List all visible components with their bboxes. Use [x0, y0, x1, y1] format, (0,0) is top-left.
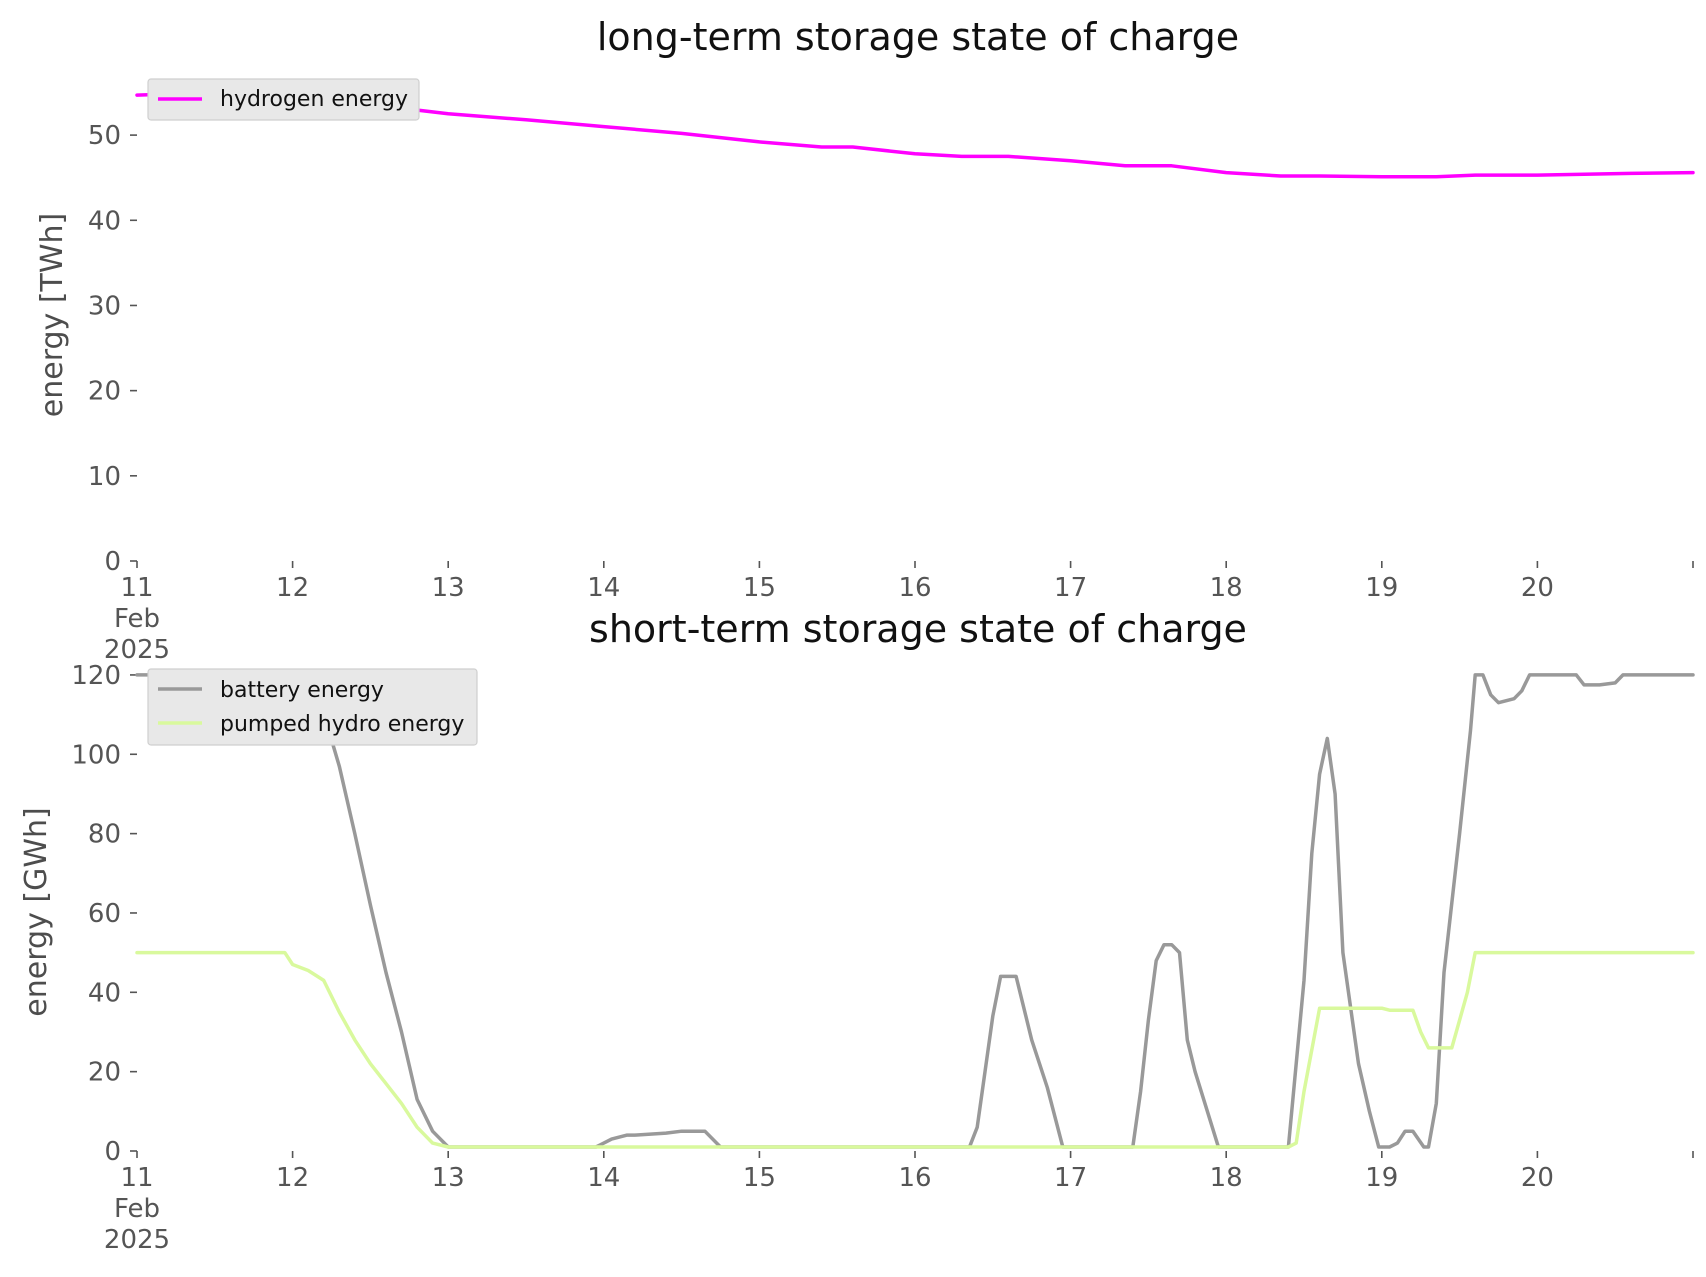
series-layer [135, 673, 1695, 1149]
y-axis-ticks: 0 20 40 60 80 100 120 [71, 661, 137, 1167]
y-tick-label: 20 [88, 377, 121, 407]
legend-label-pumped-hydro: pumped hydro energy [220, 712, 464, 737]
legend: hydrogen energy [147, 78, 420, 121]
x-tick-label: 12 [276, 573, 309, 603]
x-tick-label: 16 [898, 573, 931, 603]
x-tick-label: 17 [1054, 1163, 1087, 1193]
x-tick-sublabel: 2025 [104, 1225, 170, 1255]
x-tick-label: 11 [120, 1163, 153, 1193]
x-tick-label: 11 [120, 573, 153, 603]
x-tick-sublabel: Feb [114, 604, 160, 634]
legend-label-battery: battery energy [220, 678, 384, 703]
y-tick-label: 100 [71, 740, 121, 770]
y-tick-label: 50 [88, 121, 121, 151]
y-tick-label: 0 [104, 547, 121, 577]
legend-label-hydrogen: hydrogen energy [220, 87, 408, 112]
legend-box [147, 668, 478, 746]
x-tick-label: 18 [1210, 573, 1243, 603]
x-tick-label: 19 [1365, 573, 1398, 603]
y-axis-label: energy [GWh] [19, 807, 54, 1016]
y-axis-label: energy [TWh] [35, 213, 70, 417]
y-axis-ticks: 0 10 20 30 40 50 [88, 121, 137, 577]
chart-title: short-term storage state of charge [589, 607, 1247, 651]
y-tick-label: 80 [88, 820, 121, 850]
x-tick-label: 15 [743, 1163, 776, 1193]
x-tick-label: 20 [1521, 1163, 1554, 1193]
y-tick-label: 20 [88, 1058, 121, 1088]
x-tick-label: 12 [276, 1163, 309, 1193]
x-tick-label: 17 [1054, 573, 1087, 603]
series-line-pumped-hydro-energy [135, 950, 1695, 1149]
series-line-battery-energy [135, 673, 1695, 1149]
chart-title: long-term storage state of charge [597, 15, 1239, 59]
x-tick-label: 18 [1210, 1163, 1243, 1193]
y-tick-label: 0 [104, 1137, 121, 1167]
x-tick-label: 13 [432, 573, 465, 603]
x-tick-label: 20 [1521, 573, 1554, 603]
x-tick-sublabel: 2025 [104, 635, 170, 665]
x-tick-label: 13 [432, 1163, 465, 1193]
short-term-storage-chart: short-term storage state of charge energ… [19, 607, 1695, 1255]
y-tick-label: 40 [88, 978, 121, 1008]
y-tick-label: 10 [88, 462, 121, 492]
y-tick-label: 40 [88, 206, 121, 236]
y-tick-label: 60 [88, 899, 121, 929]
series-layer [135, 90, 1695, 179]
x-tick-label: 14 [587, 573, 620, 603]
x-tick-label: 16 [898, 1163, 931, 1193]
y-tick-label: 30 [88, 291, 121, 321]
y-tick-label: 120 [71, 661, 121, 691]
legend-box [147, 78, 420, 121]
x-tick-sublabel: Feb [114, 1194, 160, 1224]
legend: battery energy pumped hydro energy [147, 668, 478, 746]
long-term-storage-chart: long-term storage state of charge energy… [35, 15, 1695, 665]
x-tick-label: 14 [587, 1163, 620, 1193]
series-line-hydrogen-energy [135, 90, 1695, 179]
x-tick-label: 15 [743, 573, 776, 603]
x-tick-label: 19 [1365, 1163, 1398, 1193]
